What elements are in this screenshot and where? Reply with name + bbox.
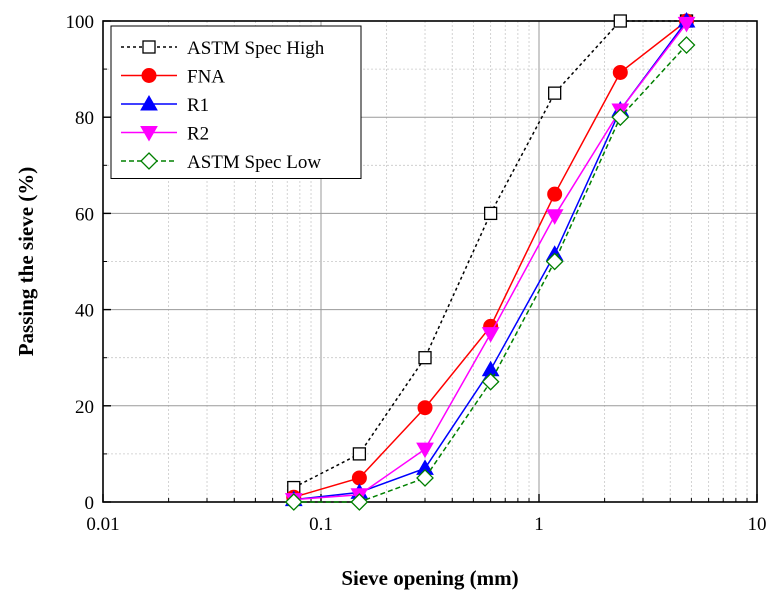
y-tick-label: 80 — [75, 108, 94, 129]
legend-entry: R2 — [121, 124, 209, 145]
data-point — [545, 209, 564, 225]
legend-marker — [141, 68, 157, 83]
series-astm-spec-high — [287, 14, 694, 495]
legend-entry: FNA — [121, 67, 225, 88]
data-point — [416, 469, 434, 487]
data-point — [611, 108, 630, 127]
data-point — [418, 351, 432, 365]
legend: ASTM Spec High FNA R1 R2 ASTM Spec Low — [110, 25, 362, 179]
data-point — [548, 86, 562, 100]
legend-label: R1 — [187, 95, 209, 116]
data-point — [613, 14, 627, 28]
data-point — [481, 372, 500, 391]
series-layer — [284, 11, 696, 511]
data-point — [417, 400, 433, 416]
legend-entry: ASTM Spec High — [121, 38, 325, 59]
legend-label: FNA — [187, 67, 225, 88]
legend-label: R2 — [187, 124, 209, 145]
data-point — [352, 447, 367, 461]
data-point — [677, 16, 696, 33]
x-tick-label: 1 — [534, 514, 544, 535]
legend-label: ASTM Spec High — [187, 38, 325, 59]
y-tick-label: 20 — [75, 397, 94, 418]
y-axis-title: Passing the sieve (%) — [14, 167, 38, 357]
legend-marker — [142, 40, 156, 54]
data-point — [483, 206, 498, 221]
data-point — [350, 493, 369, 511]
data-point — [547, 186, 563, 202]
y-tick-label: 40 — [75, 301, 94, 322]
legend-entry: ASTM Spec Low — [121, 152, 321, 173]
data-point — [545, 252, 564, 271]
series-astm-spec-low — [284, 36, 696, 511]
legend-marker — [140, 152, 158, 170]
data-point — [284, 493, 303, 511]
legend-marker — [140, 126, 158, 142]
y-tick-label: 60 — [75, 204, 94, 225]
data-point — [612, 64, 628, 80]
data-point — [481, 327, 500, 343]
x-tick-label: 0.1 — [309, 514, 333, 535]
data-point — [416, 442, 434, 459]
x-tick-label: 0.01 — [86, 514, 119, 535]
data-point — [351, 470, 367, 486]
data-point — [677, 36, 696, 54]
x-axis-title: Sieve opening (mm) — [341, 566, 518, 590]
legend-entry: R1 — [121, 94, 209, 116]
legend-label: ASTM Spec Low — [187, 152, 321, 173]
legend-marker — [140, 94, 158, 111]
x-tick-label: 10 — [748, 514, 767, 535]
y-tick-label: 100 — [66, 12, 95, 33]
y-tick-label: 0 — [85, 493, 95, 514]
